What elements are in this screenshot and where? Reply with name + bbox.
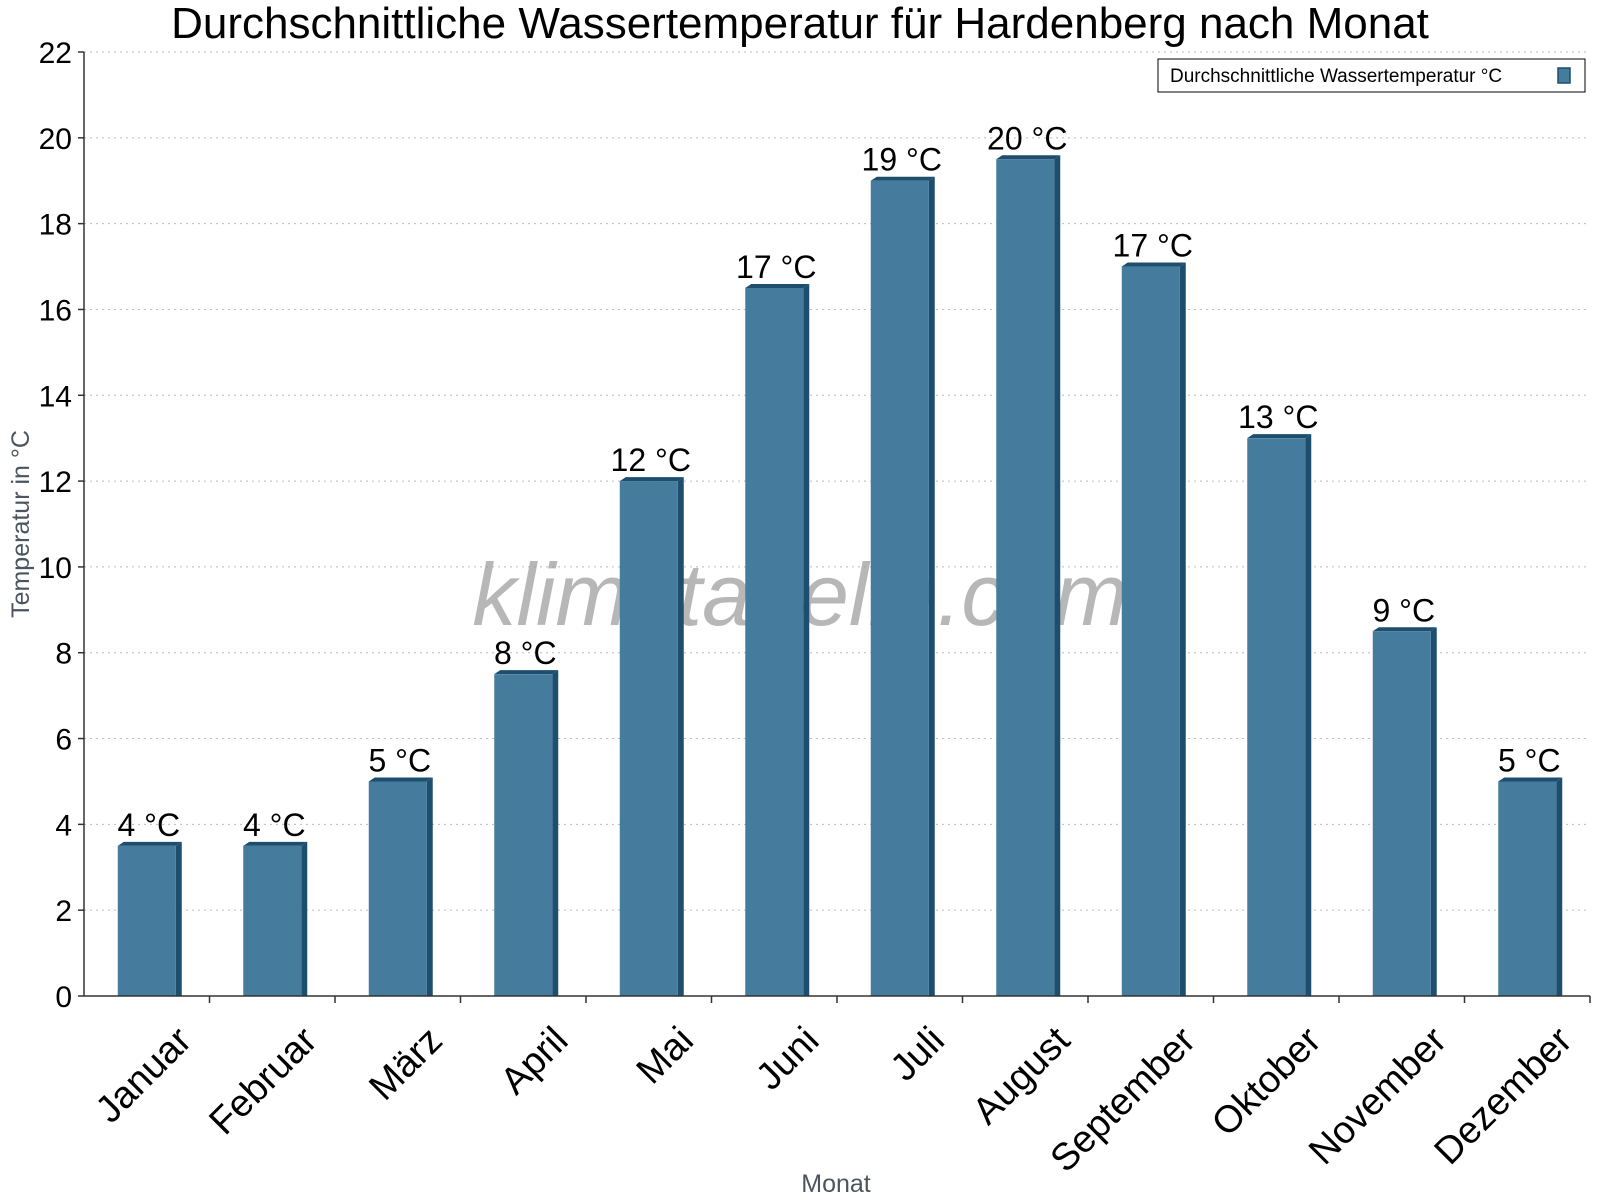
bar-value-label: 5 °C bbox=[1498, 742, 1561, 778]
bar-front bbox=[1247, 438, 1306, 996]
bar-labels: 4 °C 4 °C 5 °C 8 °C 12 °C 17 °C 19 °C 20 °C 17 °… bbox=[117, 120, 1560, 843]
legend: Durchschnittliche Wassertemperatur °C bbox=[1157, 58, 1586, 93]
bar bbox=[996, 155, 1061, 997]
bar-front bbox=[1121, 266, 1180, 997]
bar-value-label: 9 °C bbox=[1372, 592, 1435, 628]
bar bbox=[494, 670, 559, 996]
bar-value-label: 19 °C bbox=[862, 142, 942, 178]
bar-side bbox=[301, 841, 308, 996]
bar-top bbox=[117, 841, 182, 846]
bar bbox=[1498, 777, 1563, 996]
legend-box bbox=[1157, 58, 1586, 93]
bar-value-label: 4 °C bbox=[117, 807, 180, 843]
bar-value-label: 4 °C bbox=[243, 807, 306, 843]
bar-side bbox=[552, 670, 559, 996]
bar-front bbox=[1498, 781, 1557, 996]
bar-top bbox=[1498, 777, 1563, 782]
bar-side bbox=[1430, 627, 1437, 996]
y-tick-label: 0 bbox=[55, 981, 72, 1014]
bar-side bbox=[175, 841, 182, 996]
y-tick-label: 10 bbox=[39, 552, 72, 585]
x-tick-label: Juni bbox=[748, 1019, 827, 1098]
bar bbox=[1247, 434, 1312, 996]
y-tick-label: 22 bbox=[39, 37, 72, 70]
bar-front bbox=[870, 180, 929, 996]
legend-swatch bbox=[1557, 67, 1571, 84]
bar-value-label: 8 °C bbox=[494, 635, 557, 671]
bar-side bbox=[1179, 262, 1186, 997]
bar-top bbox=[243, 841, 308, 846]
bar-front bbox=[494, 674, 553, 996]
bar-front bbox=[1372, 631, 1431, 996]
bar bbox=[1121, 262, 1186, 997]
y-tick-label: 4 bbox=[55, 809, 72, 842]
x-tick-label: Dezember bbox=[1427, 1019, 1581, 1173]
y-tick-label: 14 bbox=[39, 380, 72, 413]
bar-front bbox=[745, 288, 804, 996]
x-tick-label: Oktober bbox=[1204, 1019, 1330, 1145]
y-tick-label: 16 bbox=[39, 294, 72, 327]
y-axis-ticks: 0 2 4 6 8 10 12 14 16 18 20 22 bbox=[39, 37, 84, 1014]
bar bbox=[870, 176, 935, 996]
bar-side bbox=[1556, 777, 1563, 996]
bar-top bbox=[745, 284, 810, 288]
y-tick-label: 18 bbox=[39, 209, 72, 242]
bar-side bbox=[928, 176, 935, 996]
bar-value-label: 12 °C bbox=[611, 442, 691, 478]
x-tick-label: März bbox=[361, 1019, 450, 1108]
bar-front bbox=[368, 781, 427, 996]
x-tick-label: August bbox=[965, 1019, 1079, 1133]
bar-top bbox=[619, 477, 684, 482]
y-tick-label: 2 bbox=[55, 895, 72, 928]
bar-side bbox=[1054, 155, 1061, 997]
bar bbox=[1372, 627, 1437, 996]
bar-side bbox=[1305, 434, 1312, 996]
bar-side bbox=[426, 777, 433, 996]
bar bbox=[745, 284, 810, 996]
x-axis-ticks: Januar Februar März April Mai Juni Juli AugustS… bbox=[88, 996, 1591, 1180]
chart-title: Durchschnittliche Wassertemperatur für H… bbox=[171, 0, 1429, 48]
legend-entry-label: Durchschnittliche Wassertemperatur °C bbox=[1170, 66, 1502, 87]
bar bbox=[368, 777, 433, 996]
bar-top bbox=[494, 670, 559, 675]
bar bbox=[243, 841, 308, 996]
x-axis-label: Monat bbox=[801, 1170, 871, 1198]
y-axis-label: Temperatur in °C bbox=[7, 430, 35, 618]
bar-side bbox=[803, 284, 810, 996]
bar-top bbox=[1247, 434, 1312, 439]
bar-front bbox=[996, 159, 1055, 997]
bar bbox=[619, 477, 684, 996]
bar-front bbox=[243, 845, 302, 996]
x-tick-label: April bbox=[493, 1019, 576, 1102]
x-tick-label: Juli bbox=[883, 1019, 953, 1089]
y-tick-label: 20 bbox=[39, 123, 72, 156]
gridlines bbox=[84, 51, 1590, 911]
bar-top bbox=[1372, 627, 1437, 632]
y-tick-label: 8 bbox=[55, 638, 72, 671]
bar-top bbox=[1121, 262, 1186, 267]
x-tick-label: Mai bbox=[629, 1019, 702, 1092]
bar-value-label: 20 °C bbox=[987, 120, 1067, 156]
bar bbox=[117, 841, 182, 996]
x-tick-label: Februar bbox=[201, 1019, 325, 1143]
bar-value-label: 17 °C bbox=[736, 249, 816, 285]
y-tick-label: 6 bbox=[55, 724, 72, 757]
bar-side bbox=[677, 477, 684, 996]
bar-value-label: 13 °C bbox=[1238, 399, 1318, 435]
bar-value-label: 5 °C bbox=[368, 742, 431, 778]
bar-value-label: 17 °C bbox=[1113, 228, 1193, 264]
bar-front bbox=[117, 845, 176, 996]
bars bbox=[117, 155, 1563, 997]
x-tick-label: Januar bbox=[88, 1019, 200, 1131]
bar-front bbox=[619, 481, 678, 996]
bar-top bbox=[368, 777, 433, 782]
bar-top bbox=[996, 155, 1061, 160]
y-tick-label: 12 bbox=[39, 466, 72, 499]
bar-top bbox=[870, 176, 935, 181]
